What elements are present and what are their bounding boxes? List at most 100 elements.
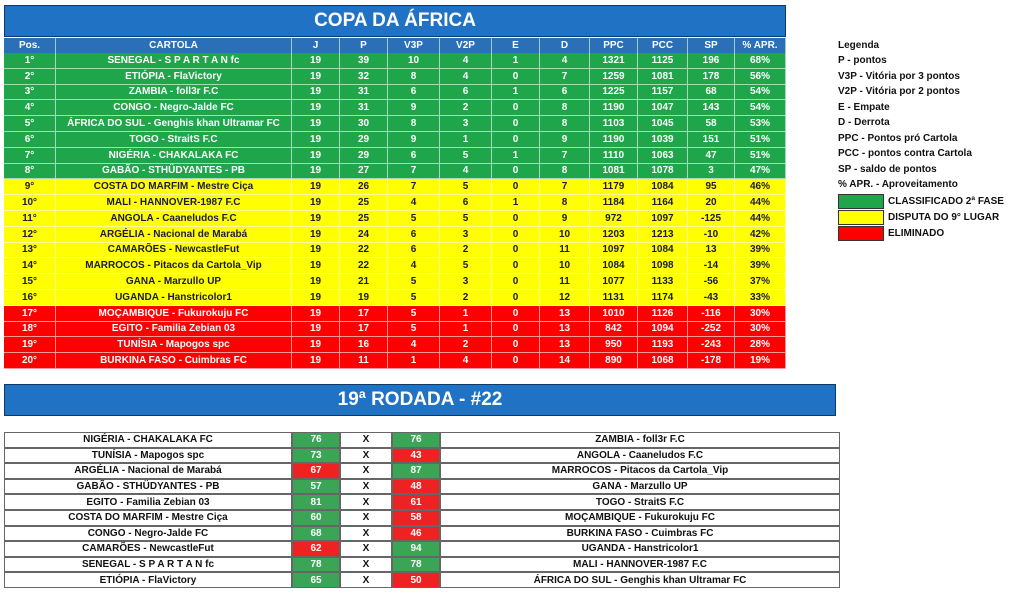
- versus: X: [340, 556, 392, 573]
- stat-cell: 1179: [590, 179, 638, 196]
- stat-cell: 9: [388, 100, 440, 117]
- team-cell: MOÇAMBIQUE - Fukurokuju FC: [56, 305, 292, 322]
- versus: X: [340, 494, 392, 510]
- stat-cell: 19: [292, 242, 340, 259]
- stat-cell: 19: [292, 68, 340, 85]
- column-header: P: [340, 38, 388, 53]
- stat-cell: 1213: [638, 226, 688, 243]
- stat-cell: 1084: [638, 179, 688, 196]
- stat-cell: 890: [590, 353, 638, 369]
- column-header: PPC: [590, 38, 638, 53]
- stat-cell: 30%: [735, 321, 786, 338]
- stat-cell: 950: [590, 337, 638, 354]
- stat-cell: 1063: [638, 147, 688, 164]
- stat-cell: 6: [540, 84, 590, 101]
- team-cell: TOGO - StraitS F.C: [56, 132, 292, 148]
- stat-cell: 19: [292, 195, 340, 211]
- stat-cell: 1110: [590, 147, 638, 164]
- stat-cell: 4: [440, 53, 492, 69]
- stat-cell: 25: [340, 211, 388, 227]
- away-team: ANGOLA - Caaneludos F.C: [440, 447, 840, 464]
- stat-cell: 19: [292, 100, 340, 117]
- round-title: 19ª RODADA - #22: [4, 384, 836, 416]
- away-team: TOGO - StraitS F.C: [440, 494, 840, 510]
- legend-title: Legenda: [838, 40, 880, 51]
- team-cell: GANA - Marzullo UP: [56, 274, 292, 290]
- legend-item: PCC - pontos contra Cartola: [838, 148, 972, 159]
- away-team: UGANDA - Hanstricolor1: [440, 541, 840, 557]
- team-cell: CAMARÕES - NewcastleFut: [56, 242, 292, 259]
- away-team: ÁFRICA DO SUL - Genghis khan Ultramar FC: [440, 572, 840, 588]
- stat-cell: 16°: [4, 290, 56, 306]
- stat-cell: 4: [440, 353, 492, 369]
- away-score: 87: [392, 463, 440, 479]
- column-header: Pos.: [4, 38, 56, 53]
- stat-cell: 32: [340, 68, 388, 85]
- stat-cell: 14: [540, 353, 590, 369]
- stat-cell: 4°: [4, 100, 56, 117]
- column-header: V3P: [388, 38, 440, 53]
- stat-cell: 51%: [735, 132, 786, 148]
- team-cell: ARGÉLIA - Nacional de Marabá: [56, 226, 292, 243]
- stat-cell: 19: [292, 179, 340, 196]
- stat-cell: 2: [440, 100, 492, 117]
- stat-cell: 1193: [638, 337, 688, 354]
- stat-cell: 58: [688, 116, 735, 132]
- stat-cell: 20°: [4, 353, 56, 369]
- team-cell: COSTA DO MARFIM - Mestre Ciça: [56, 179, 292, 196]
- standings-title: COPA DA ÁFRICA: [4, 5, 786, 37]
- stat-cell: 5: [440, 211, 492, 227]
- stat-cell: 19: [292, 274, 340, 290]
- away-score: 48: [392, 478, 440, 495]
- stat-cell: 31: [340, 84, 388, 101]
- stat-cell: 1097: [638, 211, 688, 227]
- stat-cell: 44%: [735, 195, 786, 211]
- stat-cell: 19: [292, 305, 340, 322]
- column-header: E: [492, 38, 540, 53]
- stat-cell: 30%: [735, 305, 786, 322]
- versus: X: [340, 572, 392, 588]
- stat-cell: 10°: [4, 195, 56, 211]
- team-cell: ANGOLA - Caaneludos F.C: [56, 211, 292, 227]
- team-cell: MALI - HANNOVER-1987 F.C: [56, 195, 292, 211]
- team-cell: EGITO - Familia Zebian 03: [56, 321, 292, 338]
- stat-cell: 0: [492, 211, 540, 227]
- stat-cell: 11: [540, 274, 590, 290]
- stat-cell: 1098: [638, 258, 688, 275]
- stat-cell: 5: [440, 258, 492, 275]
- column-header: PCC: [638, 38, 688, 53]
- stat-cell: 1131: [590, 290, 638, 306]
- stat-cell: 7°: [4, 147, 56, 164]
- stat-cell: 1: [492, 195, 540, 211]
- stat-cell: 1039: [638, 132, 688, 148]
- team-cell: UGANDA - Hanstricolor1: [56, 290, 292, 306]
- stat-cell: 1184: [590, 195, 638, 211]
- away-score: 50: [392, 572, 440, 588]
- stat-cell: -14: [688, 258, 735, 275]
- legend-item: P - pontos: [838, 55, 887, 66]
- stat-cell: 54%: [735, 84, 786, 101]
- stat-cell: 5°: [4, 116, 56, 132]
- stat-cell: 19°: [4, 337, 56, 354]
- versus: X: [340, 432, 392, 448]
- stat-cell: 1094: [638, 321, 688, 338]
- stat-cell: 1321: [590, 53, 638, 69]
- stat-cell: 0: [492, 116, 540, 132]
- stat-cell: -243: [688, 337, 735, 354]
- stat-cell: 1077: [590, 274, 638, 290]
- stat-cell: 0: [492, 321, 540, 338]
- stat-cell: 3: [688, 163, 735, 180]
- stat-cell: 8: [540, 195, 590, 211]
- stat-cell: 9°: [4, 179, 56, 196]
- stat-cell: 1174: [638, 290, 688, 306]
- stat-cell: 37%: [735, 274, 786, 290]
- home-team: COSTA DO MARFIM - Mestre Ciça: [4, 510, 292, 526]
- stat-cell: 0: [492, 258, 540, 275]
- stat-cell: 19: [292, 116, 340, 132]
- home-score: 57: [292, 478, 340, 495]
- stat-cell: 19: [292, 353, 340, 369]
- stat-cell: 8: [540, 100, 590, 117]
- stat-cell: 10: [540, 258, 590, 275]
- stat-cell: 68%: [735, 53, 786, 69]
